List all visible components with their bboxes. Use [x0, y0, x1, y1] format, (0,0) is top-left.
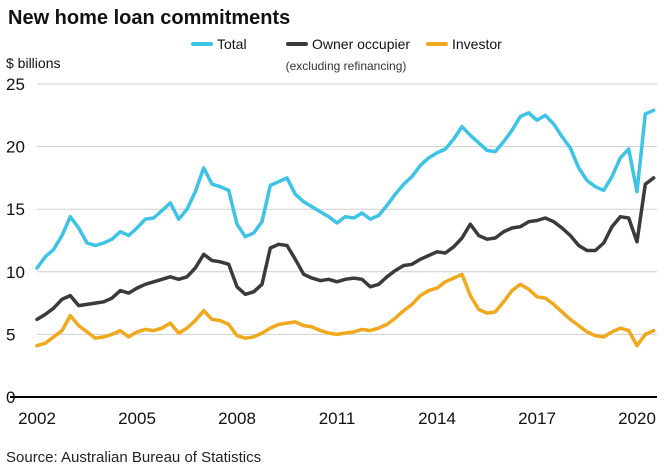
y-tick-label: 10: [6, 263, 25, 282]
series-lines: [35, 108, 656, 348]
x-tick-label: 2014: [418, 409, 456, 428]
series-line-investor: [35, 272, 656, 348]
x-tick-label: 2020: [618, 409, 656, 428]
y-tick-label: 5: [6, 325, 15, 344]
x-tick-label: 2005: [118, 409, 156, 428]
series-line-owner-occupier: [35, 176, 656, 322]
x-tick-label: 2011: [319, 409, 356, 428]
x-tick-label: 2008: [218, 409, 256, 428]
legend: Total Owner occupier (excluding refinancin…: [191, 36, 502, 73]
y-axis-tick-labels: 0510152025: [6, 75, 25, 407]
x-tick-label: 2017: [518, 409, 556, 428]
gridlines: [37, 83, 657, 335]
y-tick-label: 25: [6, 75, 25, 94]
legend-label-owner-occupier: Owner occupier: [312, 36, 410, 52]
y-axis-unit-label: $ billions: [6, 55, 60, 71]
chart-title: New home loan commitments: [8, 7, 290, 29]
y-tick-label: 20: [6, 138, 25, 157]
legend-label-total: Total: [217, 36, 247, 52]
legend-note-owner-occupier: (excluding refinancing): [286, 59, 407, 73]
x-axis-tick-labels: 2002 2005 2008 2011 2014 2017 2020: [18, 409, 656, 428]
source-note: Source: Australian Bureau of Statistics: [6, 449, 261, 466]
legend-label-investor: Investor: [452, 36, 502, 52]
series-line-total: [35, 108, 656, 270]
y-tick-label: 15: [6, 200, 25, 219]
x-tick-label: 2002: [18, 409, 56, 428]
